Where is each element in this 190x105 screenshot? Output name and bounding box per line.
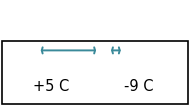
FancyBboxPatch shape [2, 41, 188, 104]
Text: -9 C: -9 C [124, 79, 154, 94]
Text: +5 C: +5 C [33, 79, 69, 94]
